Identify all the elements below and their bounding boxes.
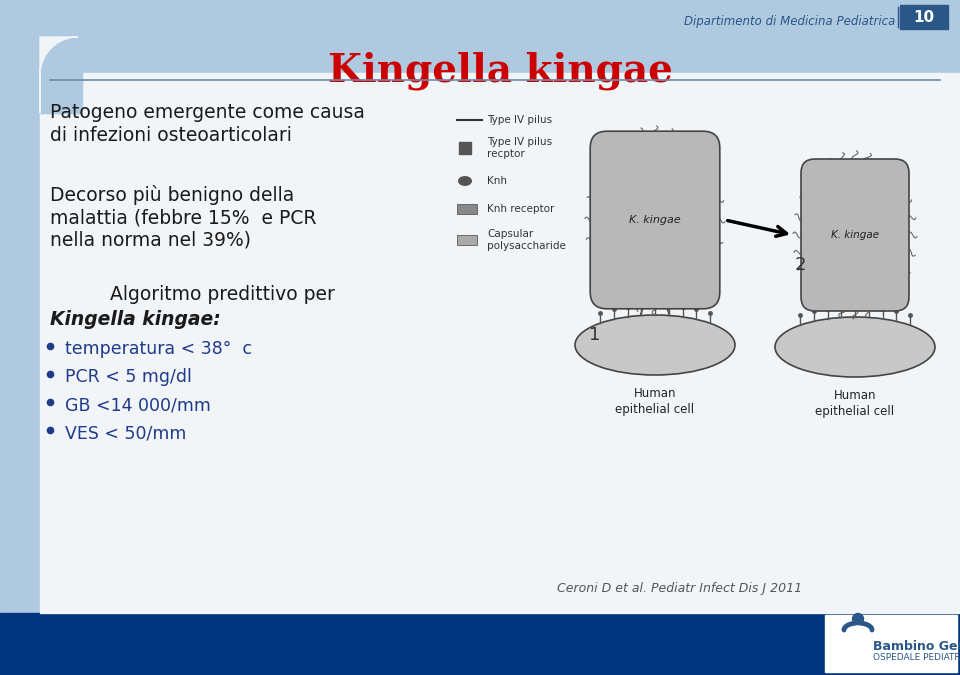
Text: Human
epithelial cell: Human epithelial cell — [815, 389, 895, 418]
Bar — [825, 615, 957, 672]
Text: PCR < 5 mg/dl: PCR < 5 mg/dl — [65, 368, 192, 386]
Text: Kingella kingae: Kingella kingae — [327, 51, 672, 90]
Text: 2: 2 — [794, 256, 805, 274]
Text: VES < 50/mm: VES < 50/mm — [65, 424, 186, 442]
FancyBboxPatch shape — [801, 159, 909, 311]
Text: malattia (febbre 15%  e PCR: malattia (febbre 15% e PCR — [50, 208, 317, 227]
Ellipse shape — [458, 176, 472, 186]
Bar — [457, 204, 477, 214]
Bar — [40, 73, 80, 113]
Text: Type IV pilus
recptor: Type IV pilus recptor — [487, 137, 552, 159]
Text: Kingella kingae:: Kingella kingae: — [50, 310, 221, 329]
Bar — [40, 73, 960, 613]
Bar — [0, 613, 960, 675]
Ellipse shape — [575, 315, 735, 375]
Wedge shape — [38, 71, 80, 113]
Text: Decorso più benigno della: Decorso più benigno della — [50, 185, 295, 205]
Text: 1: 1 — [589, 326, 601, 344]
Bar — [459, 142, 471, 154]
Text: Capsular
polysaccharide: Capsular polysaccharide — [487, 230, 565, 251]
Bar — [900, 5, 948, 29]
Wedge shape — [40, 73, 80, 113]
FancyBboxPatch shape — [590, 131, 720, 308]
Text: di infezioni osteoarticolari: di infezioni osteoarticolari — [50, 126, 292, 145]
Text: Knh receptor: Knh receptor — [487, 204, 554, 214]
Text: 10: 10 — [913, 9, 935, 24]
Text: OSPEDALE PEDIATRICO: OSPEDALE PEDIATRICO — [873, 653, 960, 662]
Text: Dipartimento di Medicina Pediatrica: Dipartimento di Medicina Pediatrica — [684, 15, 895, 28]
Text: GB <14 000/mm: GB <14 000/mm — [65, 396, 211, 414]
Text: Type IV pilus: Type IV pilus — [487, 115, 552, 125]
Text: temperatura < 38°  c: temperatura < 38° c — [65, 340, 252, 358]
Ellipse shape — [775, 317, 935, 377]
Text: Ceroni D et al. Pediatr Infect Dis J 2011: Ceroni D et al. Pediatr Infect Dis J 201… — [558, 582, 803, 595]
Text: K. kingae: K. kingae — [629, 215, 681, 225]
Text: Knh: Knh — [487, 176, 507, 186]
Text: Bambino Gesù: Bambino Gesù — [873, 640, 960, 653]
Text: Algoritmo predittivo per: Algoritmo predittivo per — [110, 285, 335, 304]
Text: Patogeno emergente come causa: Patogeno emergente come causa — [50, 103, 365, 122]
Bar — [457, 235, 477, 245]
Text: K. kingae: K. kingae — [831, 230, 879, 240]
Bar — [40, 71, 82, 113]
Polygon shape — [40, 37, 78, 113]
Text: nella norma nel 39%): nella norma nel 39%) — [50, 231, 251, 250]
Circle shape — [852, 614, 863, 624]
Text: Human
epithelial cell: Human epithelial cell — [615, 387, 695, 416]
